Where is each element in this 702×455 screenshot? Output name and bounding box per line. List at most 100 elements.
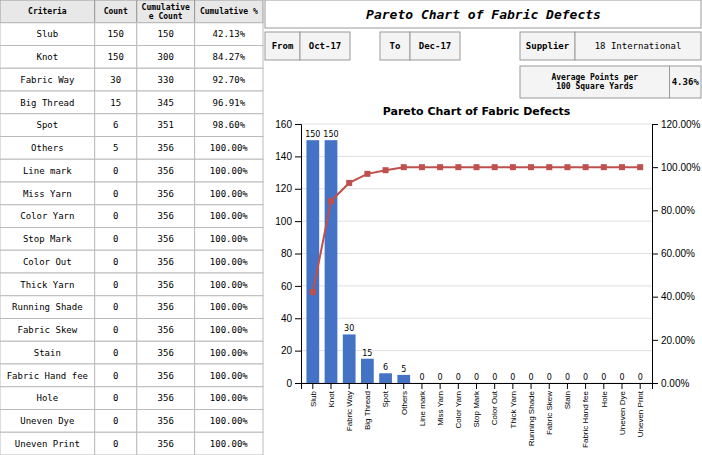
table-cell bbox=[137, 341, 195, 364]
table-value: 98.60% bbox=[213, 120, 246, 130]
table-cell bbox=[95, 432, 137, 455]
tick-label: 80 bbox=[281, 248, 293, 259]
table-cell bbox=[195, 91, 263, 114]
text-line: Cumulative % bbox=[200, 6, 258, 16]
marks bbox=[306, 140, 643, 383]
table-value: 100.00% bbox=[210, 439, 249, 449]
tick-mark bbox=[458, 383, 459, 389]
bar bbox=[416, 383, 429, 384]
text-line: Average Points per bbox=[551, 72, 638, 82]
table-value: 345 bbox=[158, 98, 174, 108]
table-value: Hole bbox=[36, 393, 58, 403]
grid-line bbox=[301, 124, 652, 125]
tick-label: Big Thread bbox=[363, 391, 372, 430]
info-text: From bbox=[272, 41, 294, 51]
text-line: Cumulative bbox=[142, 2, 190, 12]
tick-mark bbox=[349, 383, 350, 389]
grid-line bbox=[301, 253, 652, 254]
table-cell bbox=[95, 228, 137, 251]
bar bbox=[452, 383, 465, 384]
tick-mark bbox=[531, 383, 532, 389]
table-value: 100.00% bbox=[210, 371, 249, 381]
table-value: 42.13% bbox=[213, 29, 246, 39]
table-value: 92.70% bbox=[213, 75, 246, 85]
table-value: 0 bbox=[113, 234, 118, 244]
table-cell bbox=[95, 91, 137, 114]
text-line: 100 Square Yards bbox=[556, 82, 633, 91]
table-cell bbox=[95, 341, 137, 364]
tick: Uneven Print bbox=[636, 383, 645, 437]
data-label: 0 bbox=[456, 373, 461, 382]
bar bbox=[306, 140, 319, 383]
grid-line bbox=[301, 221, 652, 222]
table-value: 100.00% bbox=[210, 189, 249, 199]
table-cell bbox=[195, 182, 263, 205]
line-marker bbox=[474, 164, 480, 170]
tick-label: Knot bbox=[327, 390, 336, 407]
table-cell bbox=[137, 432, 195, 455]
data-label: 0 bbox=[492, 373, 497, 382]
bar bbox=[361, 359, 374, 383]
line-marker bbox=[437, 164, 443, 170]
table-value: 5 bbox=[113, 143, 118, 153]
tick-mark bbox=[652, 297, 658, 298]
table-value: Fabric Way bbox=[20, 75, 75, 85]
line-marker bbox=[528, 164, 534, 170]
table-cell bbox=[95, 364, 137, 387]
tick-mark bbox=[652, 254, 658, 255]
table-value: 356 bbox=[158, 371, 174, 381]
tick: Line mark bbox=[418, 383, 427, 426]
bar bbox=[616, 383, 629, 384]
table-value: 100.00% bbox=[210, 257, 249, 267]
table-cell bbox=[195, 341, 263, 364]
text-line: Count bbox=[104, 7, 128, 16]
tick-mark bbox=[403, 383, 404, 389]
bar bbox=[470, 383, 483, 384]
tick-mark bbox=[621, 383, 622, 389]
axis-line bbox=[302, 384, 653, 390]
table-value: 100.00% bbox=[210, 302, 249, 312]
line-marker bbox=[346, 180, 352, 186]
table-cell bbox=[0, 46, 95, 69]
tick-label: Color Yarn bbox=[454, 391, 463, 429]
tick-label: 20 bbox=[281, 345, 293, 356]
table-value: 300 bbox=[158, 52, 174, 62]
tick-label: 100.00% bbox=[661, 162, 701, 173]
table-value: 356 bbox=[158, 143, 174, 153]
table-cell bbox=[95, 23, 137, 46]
tick-mark bbox=[512, 383, 513, 389]
tick-label: Uneven Dye bbox=[618, 390, 627, 435]
table-cell bbox=[0, 296, 95, 319]
table-cell bbox=[137, 410, 195, 433]
table-value: Running Shade bbox=[12, 302, 82, 312]
table-value: Fabric Skew bbox=[18, 325, 78, 335]
tick: Running Shade bbox=[527, 383, 536, 446]
table-cell bbox=[0, 410, 95, 433]
axis-line bbox=[295, 125, 302, 384]
bar bbox=[561, 383, 574, 384]
table-value: Big Thread bbox=[20, 98, 74, 108]
bar bbox=[343, 334, 356, 383]
table-cell bbox=[195, 387, 263, 410]
axis-line bbox=[653, 125, 659, 384]
info-box bbox=[300, 32, 350, 60]
tick-label: 0 bbox=[286, 378, 292, 389]
tick-mark bbox=[385, 383, 386, 389]
table-value: 0 bbox=[113, 166, 118, 176]
text-line: Criteria bbox=[28, 6, 67, 16]
table-cell bbox=[0, 23, 95, 46]
tick-label: 40 bbox=[281, 313, 293, 324]
tick-label: Uneven Print bbox=[636, 390, 645, 437]
tick-mark bbox=[640, 383, 641, 389]
table-cell bbox=[137, 91, 195, 114]
info-box bbox=[670, 66, 702, 98]
table-value: 6 bbox=[113, 120, 118, 130]
table-header: Criteria bbox=[28, 6, 67, 16]
tick-mark bbox=[652, 124, 658, 125]
table-cell bbox=[195, 137, 263, 160]
tick-mark bbox=[295, 383, 301, 384]
tick-mark bbox=[652, 340, 658, 341]
page-title: Pareto Chart of Fabric Defects bbox=[366, 7, 601, 22]
table-value: 356 bbox=[158, 211, 174, 221]
data-label: 0 bbox=[529, 373, 534, 382]
